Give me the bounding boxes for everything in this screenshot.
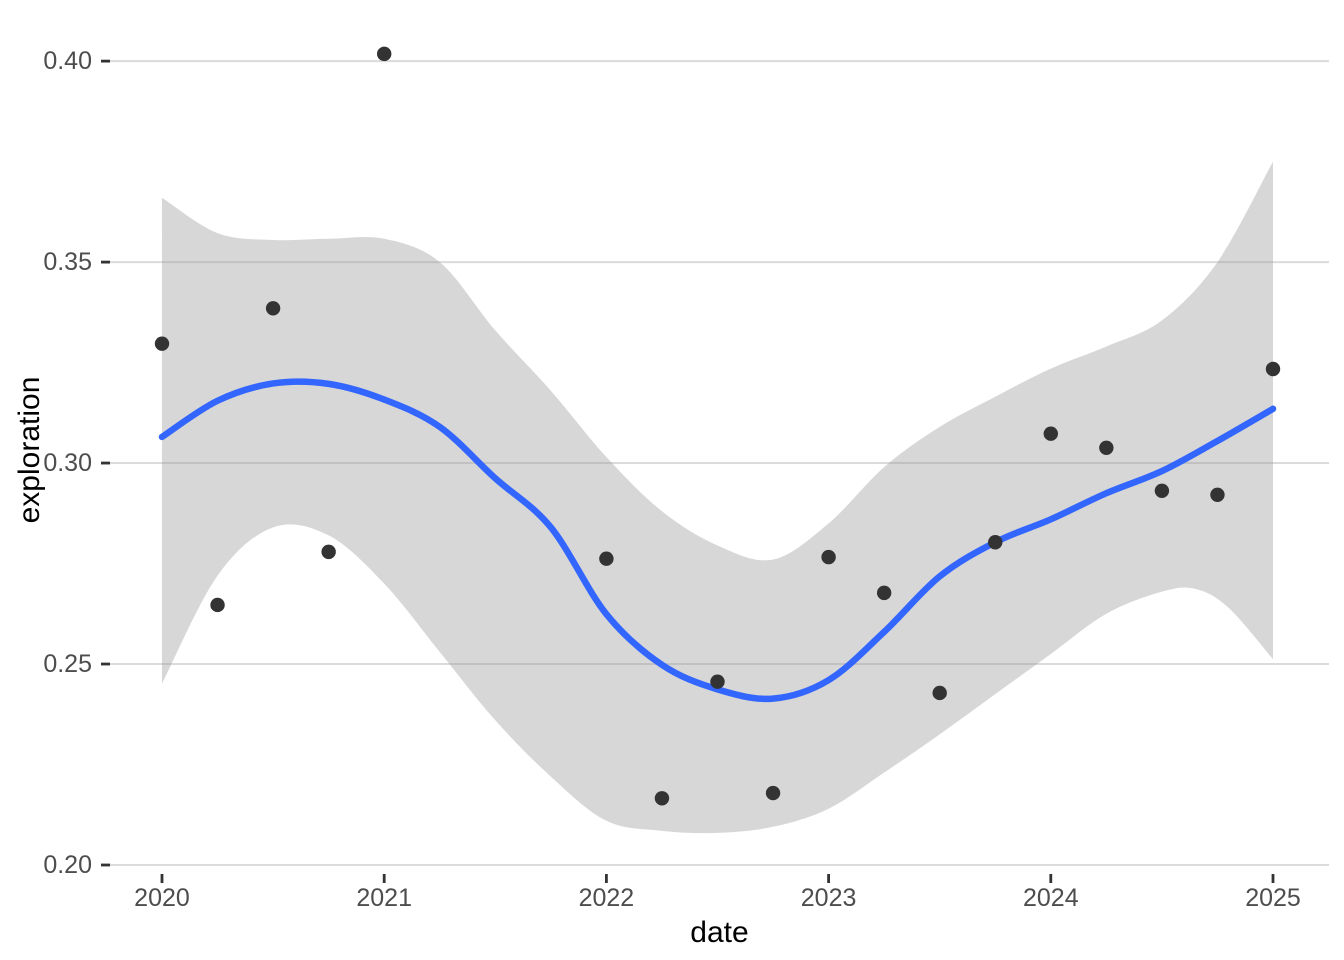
data-point bbox=[1099, 440, 1114, 455]
y-tick-label: 0.35 bbox=[43, 248, 92, 277]
confidence-ribbon bbox=[161, 161, 1274, 834]
x-axis-title: date bbox=[690, 916, 749, 949]
data-point bbox=[988, 535, 1003, 550]
data-point bbox=[765, 785, 781, 801]
data-point bbox=[821, 549, 836, 565]
data-point bbox=[210, 597, 225, 613]
data-point bbox=[321, 544, 336, 560]
data-point bbox=[1265, 361, 1281, 377]
y-tick-label: 0.25 bbox=[43, 650, 92, 679]
data-point bbox=[1043, 426, 1059, 441]
data-point bbox=[710, 674, 725, 689]
x-tick-label: 2023 bbox=[800, 884, 857, 912]
data-point bbox=[1210, 487, 1225, 503]
y-tick-label: 0.30 bbox=[43, 449, 92, 478]
data-point bbox=[932, 685, 947, 701]
x-tick-label: 2022 bbox=[578, 884, 635, 912]
x-tick-label: 2020 bbox=[134, 884, 190, 912]
data-point bbox=[154, 336, 170, 351]
data-point bbox=[599, 551, 614, 566]
x-tick-label: 2024 bbox=[1022, 884, 1079, 912]
data-point bbox=[376, 46, 392, 62]
x-tick-label: 2021 bbox=[356, 884, 412, 912]
x-tick-label: 2025 bbox=[1245, 884, 1301, 912]
data-point bbox=[654, 791, 670, 806]
smooth-line bbox=[158, 378, 1277, 703]
y-tick-label: 0.40 bbox=[43, 47, 92, 76]
data-point bbox=[1154, 483, 1170, 498]
data-point bbox=[265, 301, 281, 316]
data-point bbox=[876, 585, 892, 601]
y-tick-label: 0.20 bbox=[43, 850, 92, 879]
